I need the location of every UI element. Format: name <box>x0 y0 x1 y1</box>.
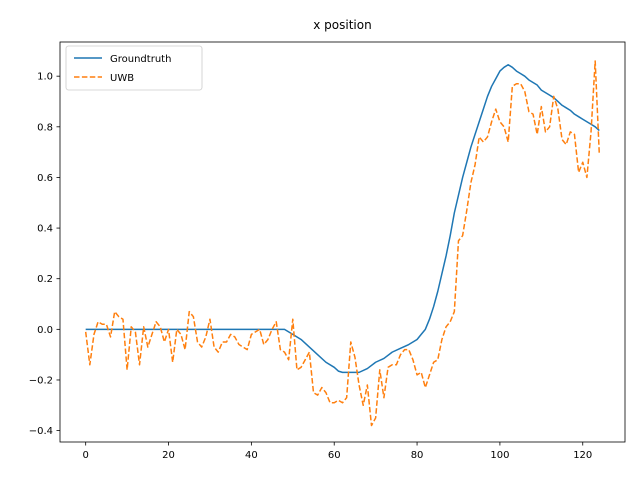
y-tick-label: 1.0 <box>37 72 53 83</box>
y-tick-label: 0.8 <box>37 122 53 133</box>
y-tick-label: 0.6 <box>37 173 53 184</box>
x-tick-label: 120 <box>573 450 592 461</box>
x-tick-label: 0 <box>82 450 88 461</box>
x-axis: 0 20 40 60 80 100 120 <box>82 442 592 461</box>
legend: Groundtruth UWB <box>65 45 203 91</box>
x-tick-label: 80 <box>411 450 424 461</box>
y-tick-label: 0.4 <box>37 224 53 235</box>
x-tick-label: 60 <box>328 450 341 461</box>
axes-frame <box>59 41 626 443</box>
y-axis: −0.4 −0.2 0.0 0.2 0.4 0.6 0.8 1.0 <box>29 72 60 437</box>
legend-box <box>65 45 203 91</box>
y-tick-label: 0.0 <box>37 325 53 336</box>
series-line-uwb <box>84 60 601 427</box>
y-tick-label: 0.2 <box>37 274 53 285</box>
x-tick-label: 20 <box>162 450 175 461</box>
series-line-groundtruth <box>85 64 600 374</box>
chart-title: x position <box>313 18 371 32</box>
y-tick-label: −0.2 <box>29 375 53 386</box>
plot-area <box>84 60 601 427</box>
legend-label-groundtruth: Groundtruth <box>110 54 171 65</box>
x-tick-label: 100 <box>490 450 509 461</box>
x-tick-label: 40 <box>245 450 258 461</box>
y-tick-label: −0.4 <box>29 426 53 437</box>
legend-label-uwb: UWB <box>110 73 134 84</box>
